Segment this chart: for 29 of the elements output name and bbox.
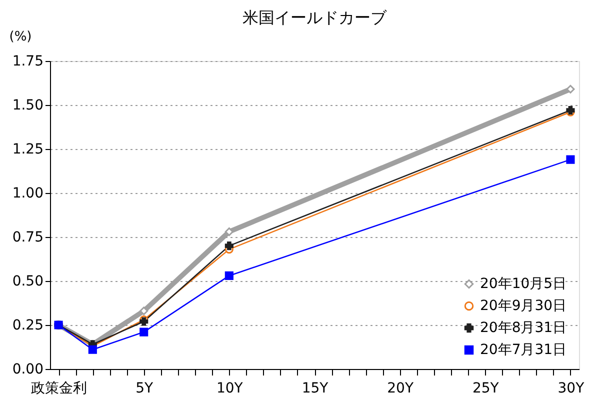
legend-label: 20年10月5日 xyxy=(480,276,567,292)
point xyxy=(566,155,575,164)
y-tick-label: 0.75 xyxy=(12,230,44,246)
point xyxy=(140,328,148,336)
x-tick-label: 政策金利 xyxy=(31,380,88,396)
x-tick-label: 15Y xyxy=(302,380,329,396)
y-tick-label: 0.25 xyxy=(12,318,44,334)
y-axis-title: (%) xyxy=(9,30,32,44)
point xyxy=(88,345,97,354)
point xyxy=(140,306,148,316)
y-tick-label: 1.00 xyxy=(12,186,44,202)
y-tick-label: 1.25 xyxy=(12,142,44,158)
y-tick-label: 0.50 xyxy=(12,274,44,290)
point xyxy=(224,271,234,280)
x-tick-label: 10Y xyxy=(216,380,244,396)
point xyxy=(566,84,575,94)
x-tick-label: 25Y xyxy=(472,380,500,396)
chart-title: 米国イールドカーブ xyxy=(242,8,388,27)
point xyxy=(224,227,234,236)
legend-label: 20年9月30日 xyxy=(480,298,567,314)
x-tick-label: 5Y xyxy=(136,380,154,396)
x-tick-label: 20Y xyxy=(387,380,414,396)
y-tick-label: 0.00 xyxy=(12,362,44,378)
legend-label: 20年8月31日 xyxy=(480,320,567,336)
legend-label: 20年7月31日 xyxy=(480,342,567,358)
x-tick-label: 30Y xyxy=(558,380,585,396)
y-tick-label: 1.50 xyxy=(12,98,44,114)
point xyxy=(224,242,234,250)
y-tick-label: 1.75 xyxy=(12,54,44,70)
